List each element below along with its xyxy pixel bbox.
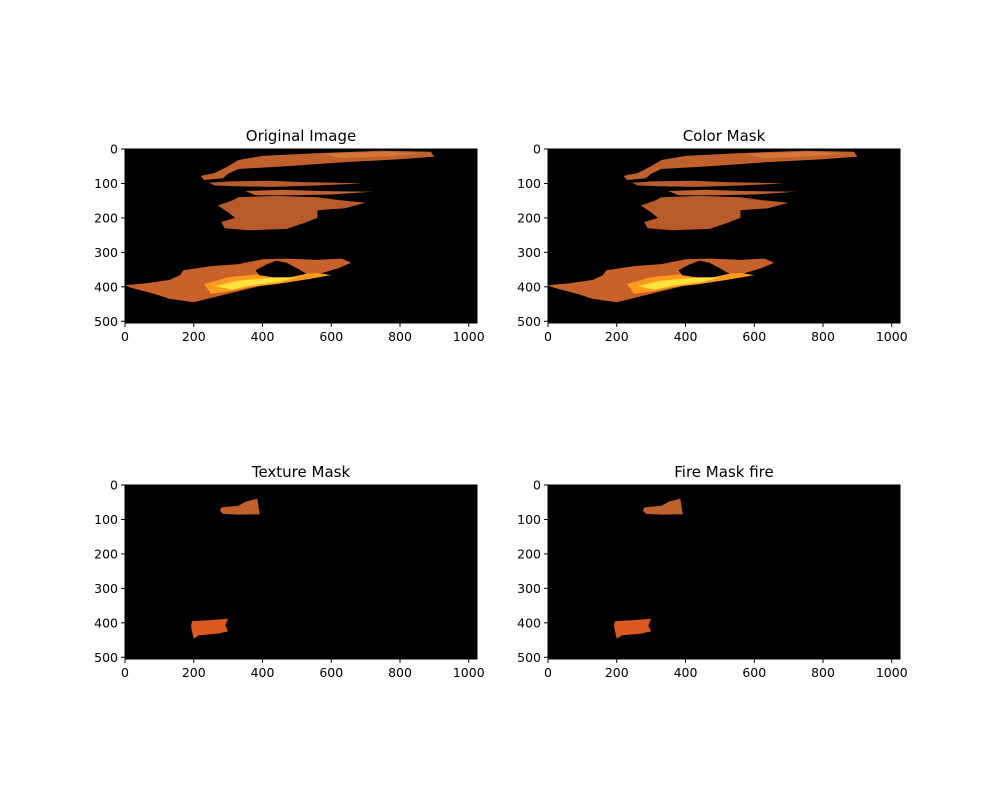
original-image-ytick-label-300: 300 bbox=[94, 245, 118, 260]
color-mask-ytick-label-0: 0 bbox=[533, 142, 541, 157]
original-image-region-0 bbox=[200, 150, 435, 180]
original-image-ytick-label-500: 500 bbox=[94, 314, 118, 329]
color-mask-ytick-label-300: 300 bbox=[517, 245, 541, 260]
original-image-xtick-label-800: 800 bbox=[388, 329, 412, 344]
original-image-region-2 bbox=[209, 180, 363, 187]
original-image-region-4 bbox=[217, 195, 366, 231]
color-mask-region-0 bbox=[623, 150, 858, 180]
color-mask-xtick-label-600: 600 bbox=[742, 329, 766, 344]
texture-mask-frame bbox=[124, 484, 478, 660]
texture-mask-xtick-label-400: 400 bbox=[251, 665, 275, 680]
original-image-xtick-label-600: 600 bbox=[319, 329, 343, 344]
original-image-xtick-label-200: 200 bbox=[182, 329, 206, 344]
color-mask-frame bbox=[547, 148, 901, 324]
color-mask-ytick-label-200: 200 bbox=[517, 210, 541, 225]
texture-mask-regions bbox=[191, 498, 260, 639]
original-image-region-1 bbox=[324, 151, 421, 158]
color-mask-xtick-label-0: 0 bbox=[544, 329, 552, 344]
fire-mask-fire-xtick-label-600: 600 bbox=[742, 665, 766, 680]
texture-mask-xtick-label-200: 200 bbox=[182, 665, 206, 680]
fire-mask-fire-frame bbox=[547, 484, 901, 660]
fire-mask-fire-ytick-label-200: 200 bbox=[517, 546, 541, 561]
color-mask-ytick-label-400: 400 bbox=[517, 279, 541, 294]
color-mask-region-3 bbox=[668, 189, 796, 196]
color-mask-regions bbox=[548, 150, 858, 303]
color-mask-xtick-label-400: 400 bbox=[674, 329, 698, 344]
fire-mask-fire-xtick-label-800: 800 bbox=[811, 665, 835, 680]
original-image-xtick-label-1000: 1000 bbox=[453, 329, 485, 344]
color-mask-panel: Color Mask 0 200 400 600 800 1000 0 100 200 300 400… bbox=[517, 127, 908, 344]
fire-mask-fire-panel: Fire Mask fire 0 200 400 600 800 1000 0 100 200 30… bbox=[517, 463, 908, 680]
fire-mask-fire-xtick-label-1000: 1000 bbox=[876, 665, 908, 680]
fire-mask-fire-ytick-label-300: 300 bbox=[517, 581, 541, 596]
color-mask-title: Color Mask bbox=[683, 127, 766, 145]
fire-mask-fire-region-0 bbox=[642, 498, 683, 515]
texture-mask-ytick-label-0: 0 bbox=[110, 478, 118, 493]
fire-mask-fire-xtick-label-200: 200 bbox=[605, 665, 629, 680]
color-mask-region-7 bbox=[637, 277, 720, 290]
original-image-region-9 bbox=[255, 291, 277, 297]
color-mask-region-4 bbox=[640, 195, 789, 231]
texture-mask-region-0 bbox=[219, 498, 260, 515]
texture-mask-ytick-label-100: 100 bbox=[94, 512, 118, 527]
fire-mask-fire-image-area bbox=[548, 485, 900, 659]
original-image-regions bbox=[125, 150, 435, 303]
texture-mask-title: Texture Mask bbox=[251, 463, 351, 481]
original-image-frame bbox=[124, 148, 478, 324]
original-image-ytick-label-100: 100 bbox=[94, 176, 118, 191]
fire-mask-fire-xtick-label-0: 0 bbox=[544, 665, 552, 680]
fire-mask-fire-ytick-label-400: 400 bbox=[517, 615, 541, 630]
texture-mask-xtick-label-600: 600 bbox=[319, 665, 343, 680]
fire-mask-fire-ytick-label-100: 100 bbox=[517, 512, 541, 527]
original-image-panel: Original Image 0 200 400 600 800 1000 0 100 200 30… bbox=[94, 127, 485, 344]
fire-mask-fire-xtick-label-400: 400 bbox=[674, 665, 698, 680]
color-mask-xtick-label-200: 200 bbox=[605, 329, 629, 344]
color-mask-region-8 bbox=[678, 260, 730, 278]
original-image-ytick-label-200: 200 bbox=[94, 210, 118, 225]
texture-mask-xtick-label-1000: 1000 bbox=[453, 665, 485, 680]
texture-mask-ytick-label-300: 300 bbox=[94, 581, 118, 596]
original-image-region-3 bbox=[245, 189, 373, 196]
texture-mask-xtick-label-800: 800 bbox=[388, 665, 412, 680]
original-image-region-8 bbox=[255, 260, 307, 278]
original-image-xtick-label-0: 0 bbox=[121, 329, 129, 344]
color-mask-region-2 bbox=[632, 180, 786, 187]
texture-mask-ytick-label-500: 500 bbox=[94, 650, 118, 665]
color-mask-ytick-label-100: 100 bbox=[517, 176, 541, 191]
fire-mask-fire-region-1 bbox=[614, 618, 652, 639]
color-mask-xtick-label-1000: 1000 bbox=[876, 329, 908, 344]
texture-mask-region-1 bbox=[191, 618, 229, 639]
fire-mask-fire-ytick-label-0: 0 bbox=[533, 478, 541, 493]
texture-mask-panel: Texture Mask 0 200 400 600 800 1000 0 100 200 300 4… bbox=[94, 463, 485, 680]
original-image-ytick-label-400: 400 bbox=[94, 279, 118, 294]
texture-mask-ytick-label-200: 200 bbox=[94, 546, 118, 561]
original-image-title: Original Image bbox=[246, 127, 356, 145]
fire-mask-fire-title: Fire Mask fire bbox=[674, 463, 773, 481]
fire-mask-fire-regions bbox=[614, 498, 683, 639]
fire-mask-fire-ytick-label-500: 500 bbox=[517, 650, 541, 665]
original-image-xtick-label-400: 400 bbox=[251, 329, 275, 344]
original-image-ytick-label-0: 0 bbox=[110, 142, 118, 157]
texture-mask-image-area bbox=[125, 485, 477, 659]
color-mask-xtick-label-800: 800 bbox=[811, 329, 835, 344]
color-mask-region-1 bbox=[747, 151, 844, 158]
texture-mask-xtick-label-0: 0 bbox=[121, 665, 129, 680]
color-mask-ytick-label-500: 500 bbox=[517, 314, 541, 329]
original-image-region-7 bbox=[214, 277, 297, 290]
texture-mask-ytick-label-400: 400 bbox=[94, 615, 118, 630]
color-mask-region-9 bbox=[678, 291, 700, 297]
